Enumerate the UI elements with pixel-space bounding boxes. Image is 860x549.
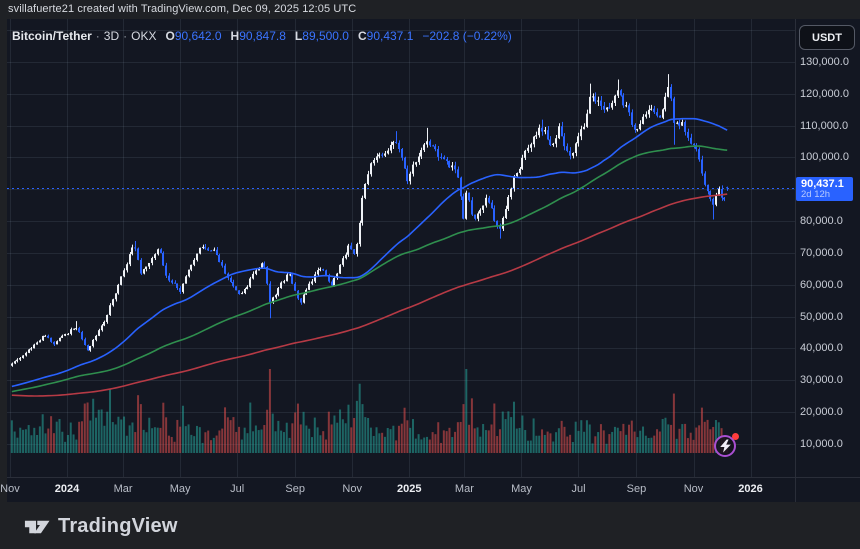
time-axis-label: May [169,483,191,495]
price-axis-label: 30,000.0 [800,374,843,387]
price-axis-label: 110,000.0 [800,119,849,132]
price-axis-label: 20,000.0 [800,406,843,419]
symbol-legend: Bitcoin/Tether · 3D · OKX O90,642.0 H90,… [12,27,512,44]
time-axis-label: Sep [626,483,647,495]
candle-countdown: 2d 12h [801,189,831,200]
tradingview-logo-icon[interactable] [23,513,50,540]
price-axis-label: 80,000.0 [800,215,843,228]
price-axis-label: 50,000.0 [800,310,843,323]
change-value: −202.8 (−0.22%) [422,28,512,43]
time-axis-label: Nov [0,483,20,495]
last-price-label: 90,437.1 2d 12h [796,177,853,201]
chart-container: Bitcoin/Tether · 3D · OKX O90,642.0 H90,… [0,19,860,502]
time-axis-label: Nov [683,483,704,495]
notification-dot [732,433,739,440]
symbol-title[interactable]: Bitcoin/Tether [12,28,92,43]
price-axis-label: 130,000.0 [800,56,849,68]
time-axis-label: 2025 [396,483,422,495]
currency-toggle-button[interactable]: USDT [799,25,855,50]
time-axis-label: Jul [230,483,245,495]
flash-ring [714,435,736,457]
price-axis-label: 60,000.0 [800,278,843,291]
price-axis-label: 120,000.0 [800,87,849,100]
price-axis-label: 40,000.0 [800,342,843,355]
time-axis-label: May [511,483,532,495]
price-axis-label: 70,000.0 [800,246,843,259]
ohlc-close: C90,437.1 [357,28,414,43]
price-axis-label: 100,000.0 [800,151,849,164]
time-axis-label: Mar [113,483,133,495]
time-axis-label: 2026 [738,483,763,495]
lightning-icon [719,439,731,453]
price-chart-canvas[interactable] [7,19,860,502]
interval-label[interactable]: 3D [103,28,120,43]
legend-separator: · [123,28,128,43]
ohlc-low: L89,500.0 [294,28,349,43]
exchange-label[interactable]: OKX [131,28,157,43]
footer: TradingView [0,503,860,549]
time-axis-label: 2024 [54,483,80,495]
tradingview-wordmark[interactable]: TradingView [58,514,178,537]
time-axis-label: Jul [571,483,586,495]
attribution-text: svillafuerte21 created with TradingView.… [8,3,357,15]
legend-separator: · [95,28,100,43]
flash-button[interactable] [713,433,739,459]
last-price-value: 90,437.1 [801,178,844,190]
ohlc-high: H90,847.8 [230,28,286,43]
time-axis-label: Sep [285,483,305,495]
time-axis-label: Mar [454,483,474,495]
price-axis-label: 10,000.0 [800,437,843,450]
ohlc-open: O90,642.0 [165,28,222,43]
time-axis-label: Nov [342,483,362,495]
